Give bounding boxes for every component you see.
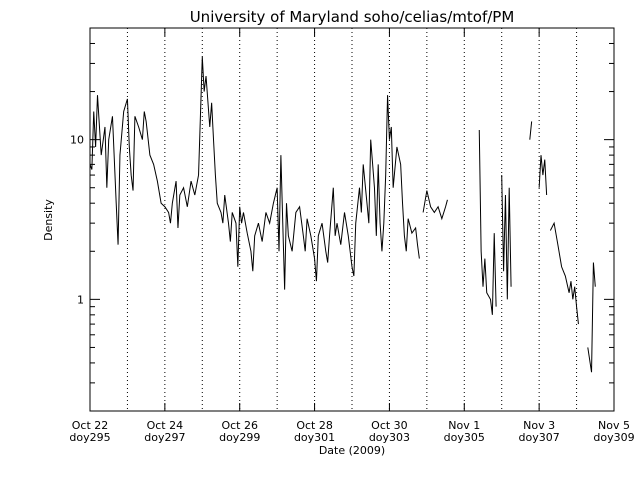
x-tick-label: Nov 3	[523, 419, 555, 432]
x-axis-label: Date (2009)	[319, 444, 385, 457]
data-line	[89, 56, 596, 373]
x-tick-label: Oct 30	[371, 419, 408, 432]
x-tick-label: Oct 28	[296, 419, 333, 432]
y-tick-label: 10	[70, 134, 84, 147]
x-tick-doy: doy297	[144, 431, 185, 444]
x-tick-label: Oct 24	[147, 419, 184, 432]
y-tick-label: 1	[77, 293, 84, 306]
x-tick-doy: doy307	[519, 431, 560, 444]
x-tick-label: Nov 5	[598, 419, 630, 432]
x-tick-label: Oct 22	[72, 419, 109, 432]
x-tick-doy: doy309	[593, 431, 634, 444]
x-tick-doy: doy303	[369, 431, 410, 444]
x-tick-doy: doy301	[294, 431, 335, 444]
x-tick-doy: doy305	[444, 431, 485, 444]
x-tick-doy: doy299	[219, 431, 260, 444]
plot-frame	[89, 27, 615, 412]
x-tick-doy: doy295	[69, 431, 110, 444]
chart-title: University of Maryland soho/celias/mtof/…	[190, 8, 515, 26]
y-axis-label: Density	[42, 199, 55, 241]
x-tick-label: Nov 1	[448, 419, 480, 432]
x-tick-label: Oct 26	[221, 419, 258, 432]
